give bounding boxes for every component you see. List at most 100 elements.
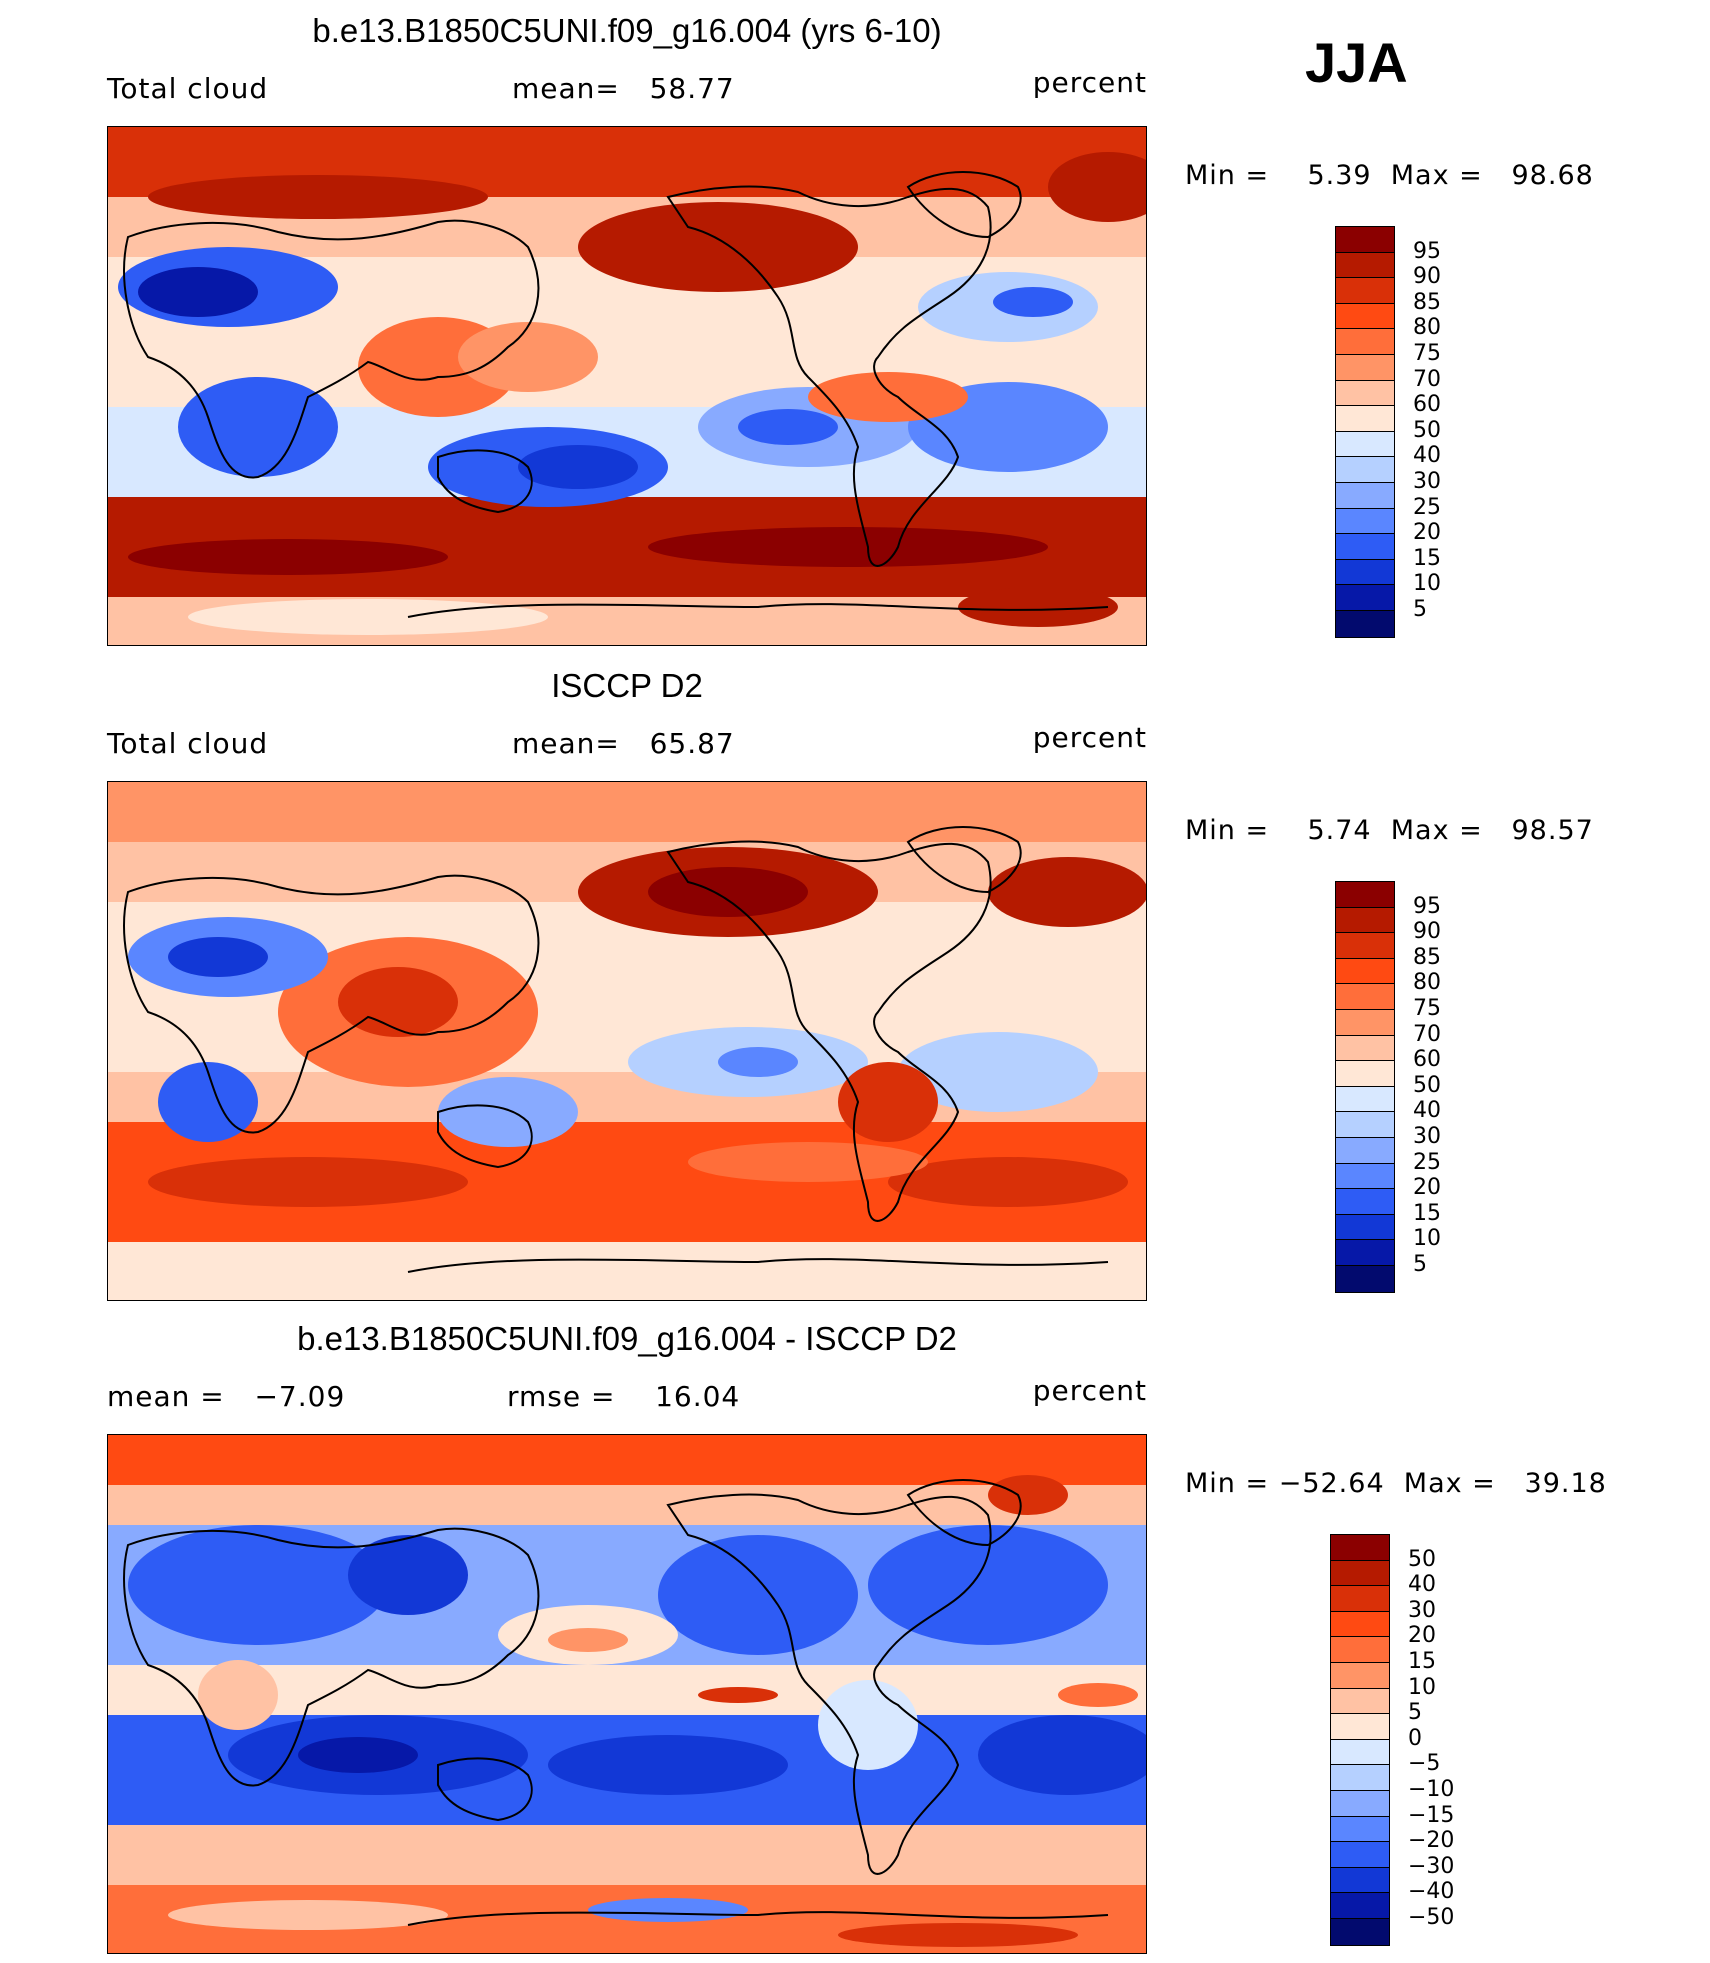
colorbar-segment (1331, 1662, 1389, 1689)
colorbar-tick-label: 95 (1413, 238, 1441, 264)
colorbar-segment (1336, 457, 1394, 483)
colorbar-segment (1331, 1765, 1389, 1791)
colorbar-boxes (1335, 881, 1395, 1293)
colorbar-segment (1331, 1918, 1389, 1945)
colorbar-tick-label: 50 (1408, 1546, 1436, 1572)
colorbar: 95 90 85 80 75 70 60 50 40 30 25 20 15 10 5 (1335, 226, 1441, 638)
panel-title: b.e13.B1850C5UNI.f09_g16.004 (yrs 6-10) (312, 12, 942, 49)
rmse-label: rmse = 16.04 (507, 1380, 741, 1413)
colorbar-tick-label: 30 (1413, 469, 1441, 494)
colorbar-boxes (1335, 226, 1395, 638)
colorbar-segment (1336, 585, 1394, 611)
colorbar-segment (1336, 303, 1394, 330)
colorbar-segment (1336, 1240, 1394, 1266)
contour-map (107, 781, 1147, 1301)
colorbar-tick-label: 20 (1408, 1623, 1436, 1649)
colorbar-segment (1336, 984, 1394, 1010)
colorbar-segment (1331, 1867, 1389, 1894)
colorbar-tick-label: 20 (1413, 1175, 1441, 1201)
units-label: percent (1032, 66, 1147, 99)
colorbar-tick-label: 40 (1408, 1572, 1436, 1598)
colorbar-tick-label: 95 (1413, 893, 1441, 919)
colorbar-tick-label: 30 (1408, 1597, 1436, 1623)
colorbar-segment (1336, 907, 1394, 934)
colorbar-boxes (1330, 1534, 1390, 1946)
colorbar-tick-label: 30 (1413, 1124, 1441, 1149)
colorbar-tick-label: 40 (1413, 1098, 1441, 1124)
colorbar-segment (1331, 1688, 1389, 1715)
colorbar-tick-label: 0 (1408, 1725, 1422, 1751)
colorbar-tick-label: 15 (1408, 1649, 1436, 1674)
min-max-label: Min = −52.64 Max = 39.18 (1185, 1468, 1607, 1499)
mean-label: mean= 65.87 (512, 727, 735, 760)
mean-label: mean= 58.77 (512, 72, 735, 105)
colorbar-tick-label: 10 (1413, 1226, 1441, 1252)
colorbar-tick-label: 80 (1413, 970, 1441, 996)
colorbar-tick-label: −5 (1408, 1751, 1441, 1777)
colorbar-tick-label: 70 (1413, 1021, 1441, 1047)
min-max-label: Min = 5.74 Max = 98.57 (1185, 815, 1594, 846)
colorbar-tick-label: 90 (1413, 919, 1441, 945)
colorbar-segment (1331, 1637, 1389, 1663)
colorbar-segment (1336, 1086, 1394, 1113)
colorbar-segment (1336, 406, 1394, 432)
colorbar-segment (1336, 508, 1394, 535)
colorbar-segment (1331, 1842, 1389, 1868)
colorbar-tick-label: 50 (1413, 417, 1441, 443)
colorbar-segment (1336, 882, 1394, 908)
colorbar-tick-label: 10 (1408, 1674, 1436, 1700)
colorbar-tick-label: 40 (1413, 443, 1441, 469)
colorbar-tick-label: −30 (1408, 1853, 1455, 1879)
colorbar-tick-label: 85 (1413, 944, 1441, 970)
colorbar-tick-label: 75 (1413, 996, 1441, 1021)
contour-map (107, 126, 1147, 646)
colorbar-segment (1336, 329, 1394, 355)
colorbar-segment (1336, 1137, 1394, 1164)
colorbar-segment (1336, 431, 1394, 458)
colorbar-tick-label: 25 (1413, 494, 1441, 520)
colorbar-tick-label: 50 (1413, 1072, 1441, 1098)
colorbar-tick-label: 60 (1413, 392, 1441, 418)
colorbar-segment (1336, 559, 1394, 586)
colorbar-tick-label: 75 (1413, 341, 1441, 366)
panel-model: b.e13.B1850C5UNI.f09_g16.004 (yrs 6-10) … (0, 0, 1710, 655)
units-label: percent (1032, 1374, 1147, 1407)
panel-title: b.e13.B1850C5UNI.f09_g16.004 - ISCCP D2 (297, 1320, 957, 1357)
panel-difference: b.e13.B1850C5UNI.f09_g16.004 - ISCCP D2 … (0, 1308, 1710, 1963)
colorbar-segment (1336, 534, 1394, 560)
colorbar-tick-label: 5 (1408, 1700, 1422, 1726)
min-max-label: Min = 5.39 Max = 98.68 (1185, 160, 1594, 191)
contour-map (107, 1434, 1147, 1954)
colorbar-tick-label: 60 (1413, 1047, 1441, 1073)
panel-observation: ISCCP D2 Total cloud mean= 65.87 percent (0, 655, 1710, 1310)
colorbar-segment (1336, 1112, 1394, 1138)
colorbar-segment (1336, 610, 1394, 637)
colorbar-tick-label: 80 (1413, 315, 1441, 341)
colorbar-segment (1331, 1586, 1389, 1612)
colorbar-segment (1331, 1714, 1389, 1740)
variable-label: Total cloud (107, 72, 269, 105)
colorbar: 50 40 30 20 15 10 5 0 −5 −10 −15 −20 −30 −40 −50 (1330, 1534, 1454, 1946)
colorbar-segment (1331, 1611, 1389, 1638)
colorbar-segment (1331, 1816, 1389, 1843)
colorbar-segment (1336, 380, 1394, 407)
colorbar-tick-label: −40 (1408, 1879, 1455, 1905)
colorbar-segment (1336, 278, 1394, 304)
colorbar-segment (1331, 1790, 1389, 1817)
colorbar-segment (1336, 1214, 1394, 1241)
colorbar-segment (1331, 1560, 1389, 1587)
colorbar-tick-label: 90 (1413, 264, 1441, 290)
colorbar-segment (1336, 1009, 1394, 1036)
colorbar-tick-label: 15 (1413, 1200, 1441, 1226)
colorbar-tick-label: 25 (1413, 1149, 1441, 1175)
colorbar-tick-label: −50 (1408, 1905, 1455, 1930)
colorbar-tick-label: 5 (1413, 1252, 1427, 1277)
units-label: percent (1032, 721, 1147, 754)
colorbar-segment (1336, 482, 1394, 509)
colorbar-tick-label: −10 (1408, 1777, 1455, 1802)
season-label: JJA (1305, 31, 1408, 94)
colorbar-segment (1336, 1061, 1394, 1087)
colorbar-segment (1336, 1035, 1394, 1062)
mean-label: mean = −7.09 (107, 1380, 346, 1413)
colorbar-segment (1336, 1163, 1394, 1190)
